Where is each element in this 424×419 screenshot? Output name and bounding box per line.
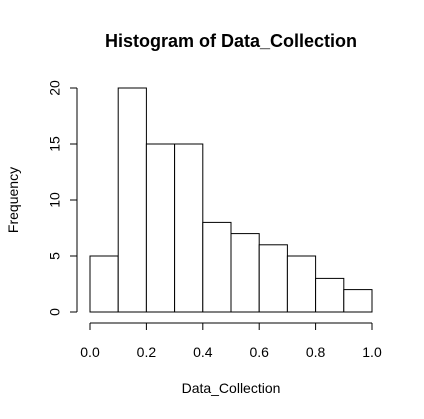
y-tick-label-4: 20 bbox=[47, 80, 63, 96]
histogram-bar-1 bbox=[89, 255, 119, 313]
x-tick-label-3: 0.6 bbox=[249, 344, 269, 360]
histogram-bar-10 bbox=[343, 289, 373, 313]
histogram-bar-2 bbox=[117, 87, 147, 313]
histogram-bar-3 bbox=[145, 143, 176, 313]
y-tick-label-3: 15 bbox=[47, 136, 63, 152]
y-axis-label: Frequency bbox=[5, 167, 21, 233]
histogram-bar-7 bbox=[258, 244, 288, 313]
histogram-bar-9 bbox=[315, 277, 345, 313]
y-tick-label-0: 0 bbox=[47, 308, 63, 316]
y-tick-label-1: 5 bbox=[47, 252, 63, 260]
histogram-bar-4 bbox=[174, 143, 204, 313]
x-axis: 0.0 0.2 0.4 0.6 0.8 1.0 bbox=[80, 322, 382, 360]
chart-title: Histogram of Data_Collection bbox=[105, 31, 357, 51]
bars-layer bbox=[89, 87, 373, 313]
x-axis-label: Data_Collection bbox=[182, 380, 281, 396]
histogram-bar-6 bbox=[230, 233, 260, 313]
histogram-bar-5 bbox=[202, 221, 232, 313]
y-tick-label-2: 10 bbox=[47, 192, 63, 208]
x-tick-label-2: 0.4 bbox=[193, 344, 213, 360]
x-tick-label-1: 0.2 bbox=[137, 344, 157, 360]
x-tick-label-0: 0.0 bbox=[80, 344, 100, 360]
histogram-bar-8 bbox=[286, 255, 317, 313]
y-axis: 0 5 10 15 20 bbox=[47, 80, 78, 316]
x-tick-label-4: 0.8 bbox=[306, 344, 326, 360]
x-tick-label-5: 1.0 bbox=[362, 344, 382, 360]
